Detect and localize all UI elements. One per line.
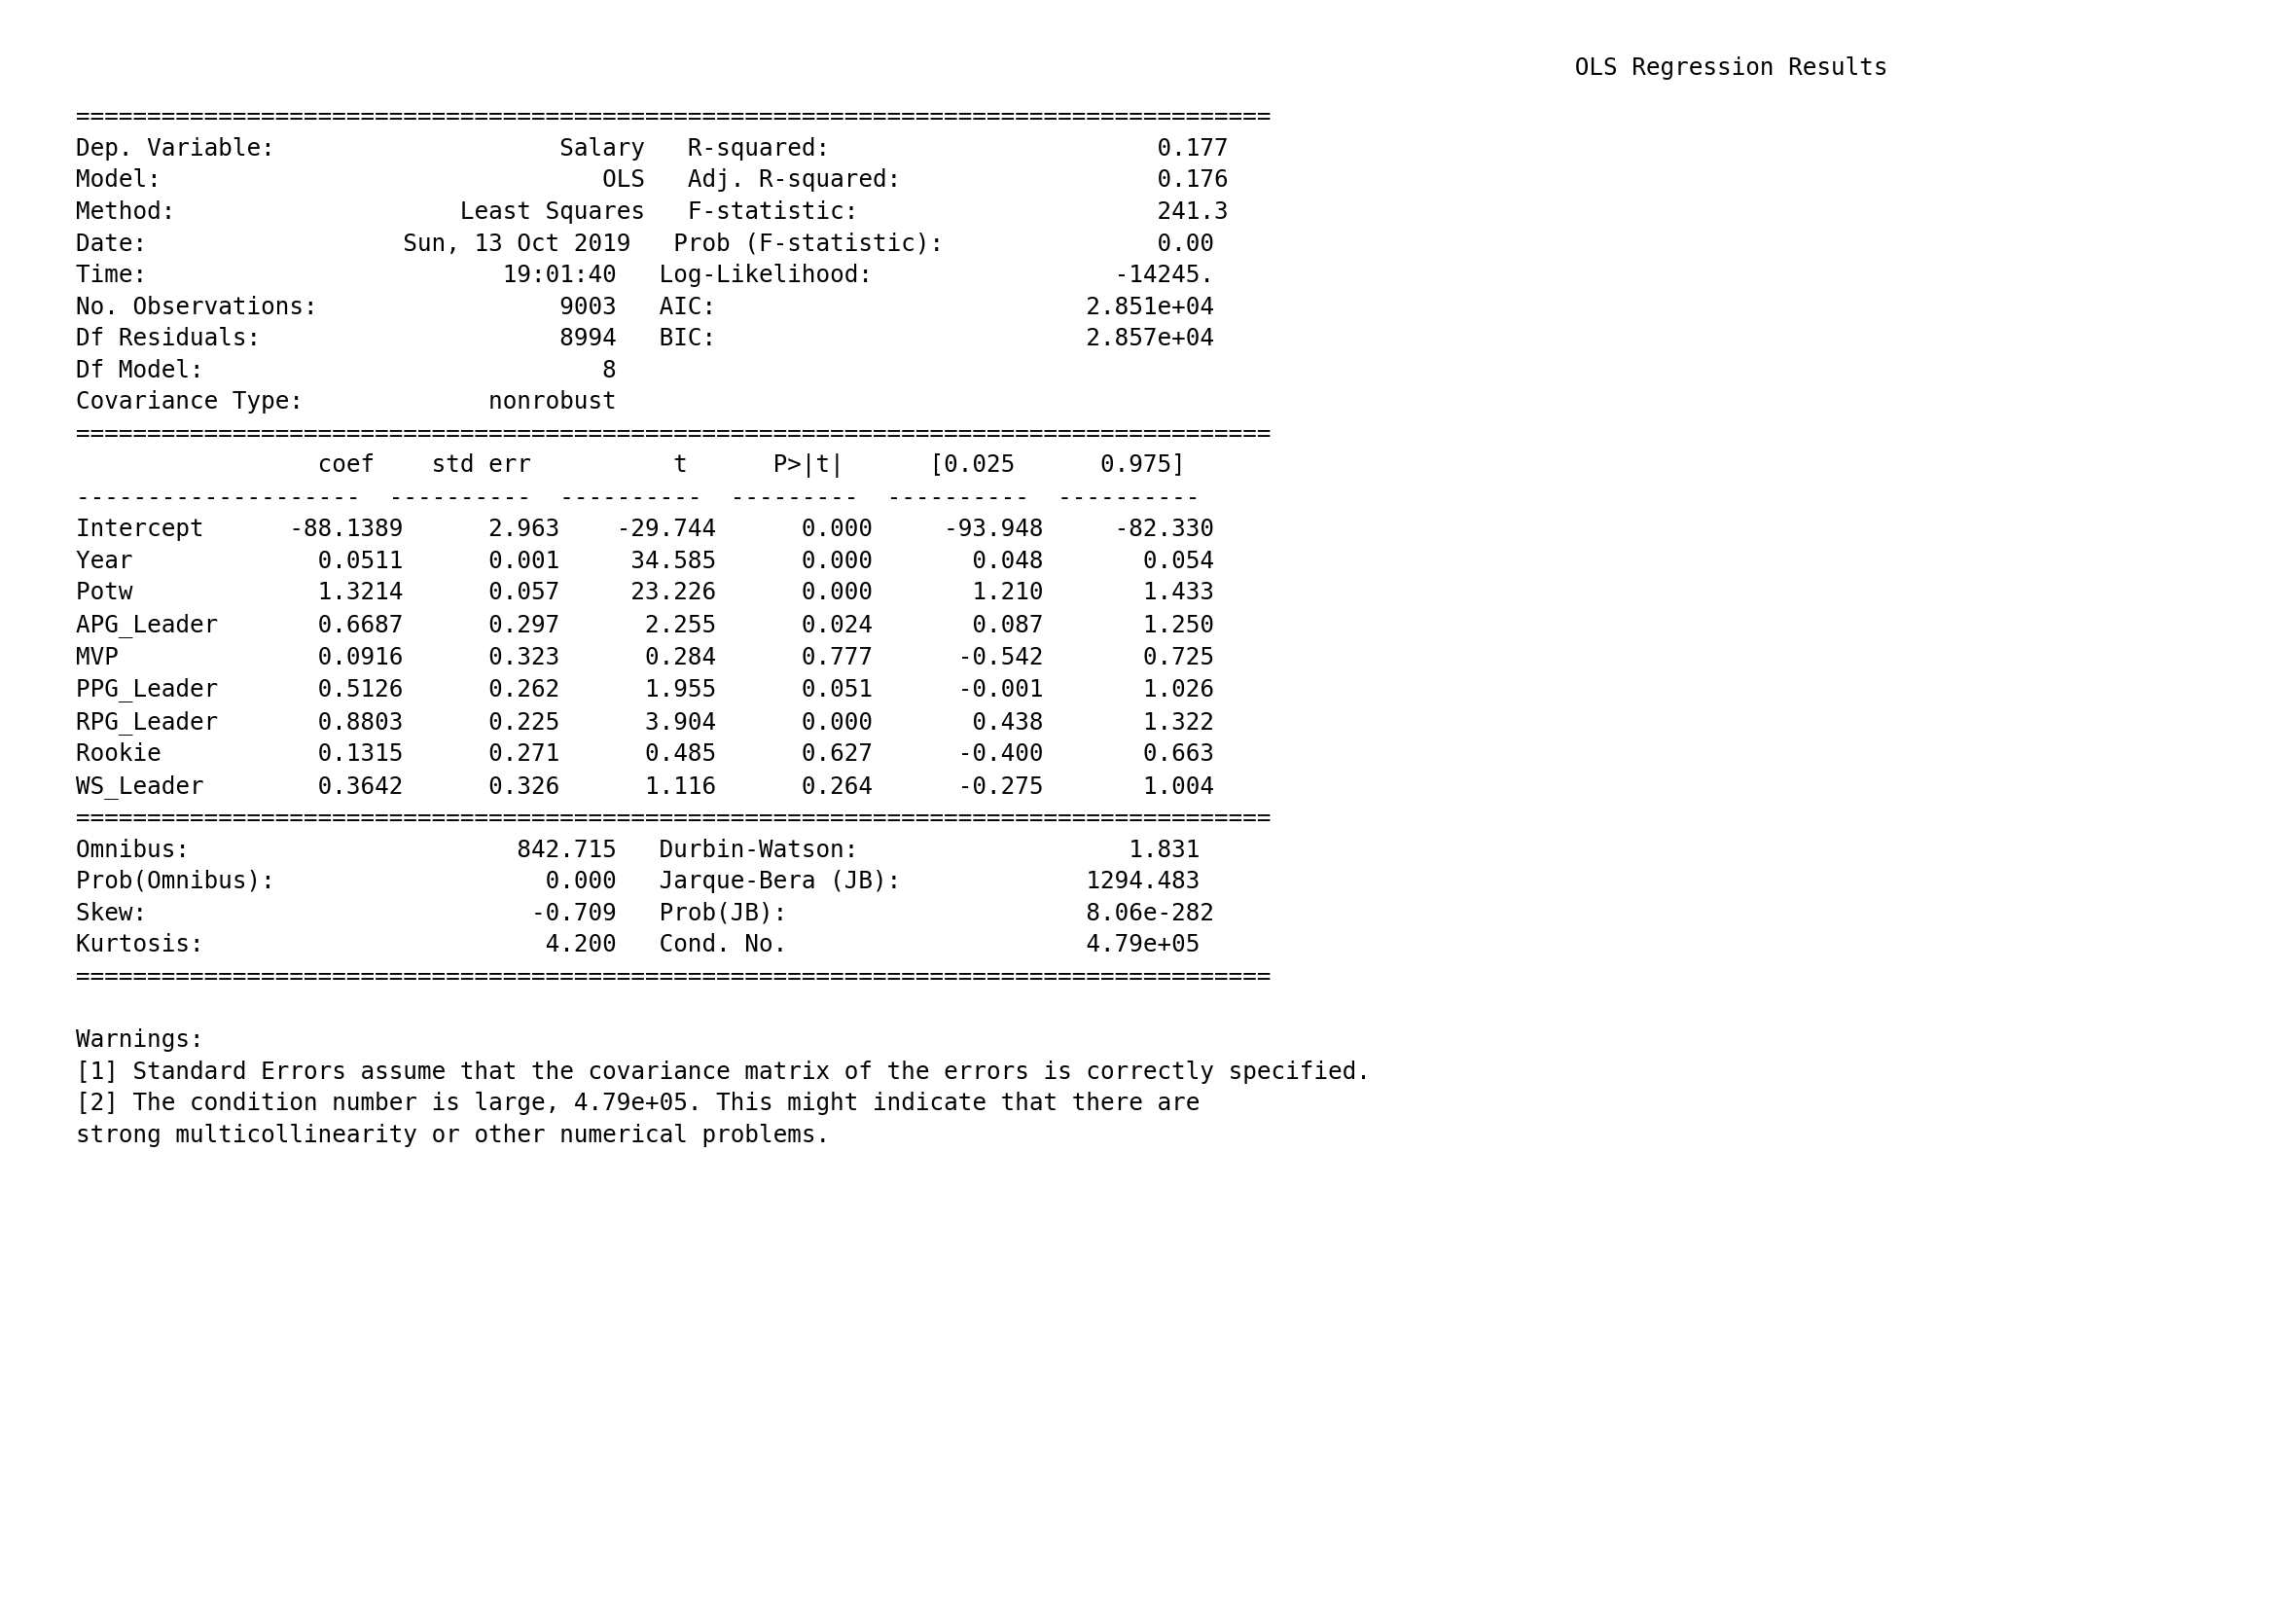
Text: ================================================================================: ========================================… — [76, 105, 1371, 1146]
Text: OLS Regression Results: OLS Regression Results — [1148, 57, 1887, 79]
